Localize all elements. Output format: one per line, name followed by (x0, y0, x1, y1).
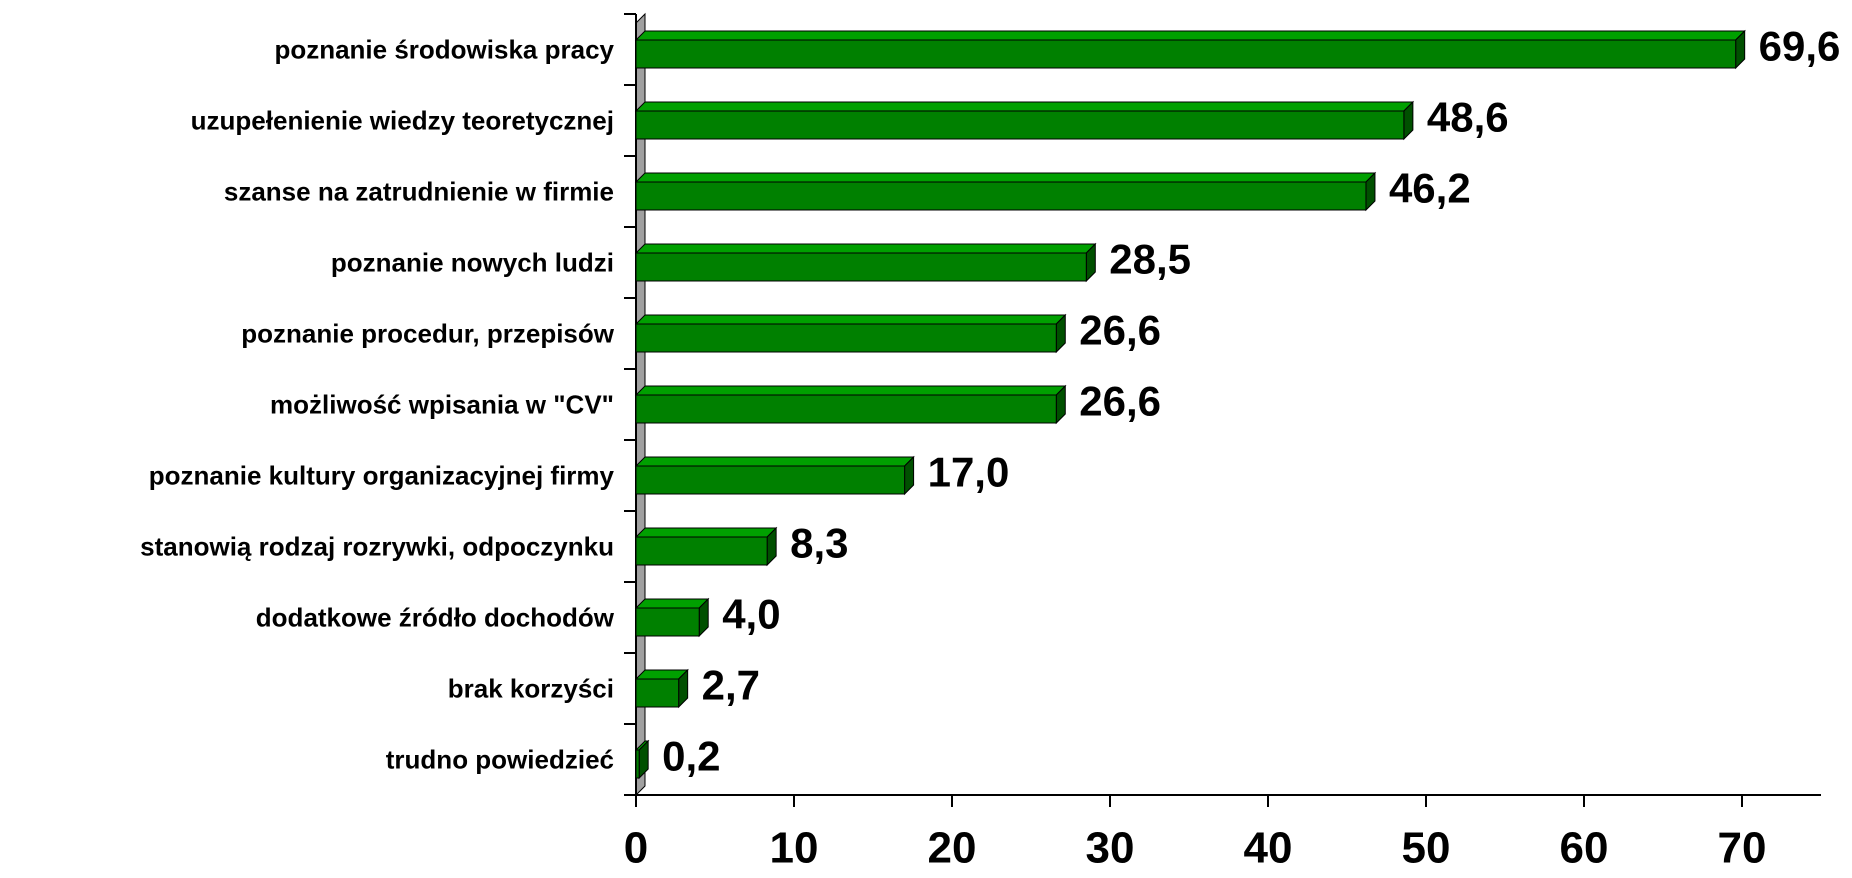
value-label: 46,2 (1389, 165, 1471, 212)
bar-top (634, 101, 1415, 112)
bar-top (634, 385, 1067, 396)
x-tick-label: 70 (1718, 824, 1767, 873)
bar-top (634, 172, 1377, 183)
value-label: 28,5 (1109, 236, 1191, 283)
x-tick-label: 60 (1560, 824, 1609, 873)
y-tick-label: poznanie kultury organizacyjnej firmy (149, 460, 615, 490)
bar (635, 749, 640, 779)
bar (635, 536, 768, 566)
y-tick-label: brak korzyści (448, 673, 614, 703)
y-tick-label: szanse na zatrudnienie w firmie (224, 176, 614, 206)
bar (635, 394, 1057, 424)
y-tick-label: poznanie nowych ludzi (331, 247, 614, 277)
x-tick-label: 50 (1402, 824, 1451, 873)
value-label: 2,7 (702, 662, 760, 709)
bar-top (634, 527, 778, 538)
value-label: 26,6 (1079, 307, 1161, 354)
bar (635, 181, 1367, 211)
value-label: 8,3 (790, 520, 848, 567)
bar-top (634, 314, 1067, 325)
bar (635, 465, 906, 495)
y-tick-label: poznanie procedur, przepisów (241, 318, 614, 348)
y-tick-label: uzupełenienie wiedzy teoretycznej (191, 105, 614, 135)
value-label: 4,0 (722, 591, 780, 638)
value-label: 17,0 (928, 449, 1010, 496)
bar-top (634, 243, 1097, 254)
value-label: 26,6 (1079, 378, 1161, 425)
bar (635, 678, 680, 708)
bar (635, 252, 1087, 282)
bar-top (634, 598, 710, 609)
x-tick-label: 30 (1086, 824, 1135, 873)
y-tick-label: możliwość wpisania w "CV" (270, 389, 614, 419)
y-tick-label: poznanie środowiska pracy (274, 34, 614, 64)
bar-top (634, 456, 915, 467)
x-tick-label: 20 (928, 824, 977, 873)
y-tick-label: dodatkowe źródło dochodów (256, 602, 615, 632)
value-label: 69,6 (1759, 23, 1841, 70)
bar-top (634, 30, 1746, 41)
y-tick-label: stanowią rodzaj rozrywki, odpoczynku (140, 531, 614, 561)
x-tick-label: 0 (624, 824, 648, 873)
bar (635, 39, 1737, 69)
value-label: 48,6 (1427, 94, 1509, 141)
value-label: 0,2 (662, 733, 720, 780)
bar (635, 607, 700, 637)
bar (635, 110, 1405, 140)
x-tick-label: 10 (770, 824, 819, 873)
y-tick-label: trudno powiedzieć (386, 744, 614, 774)
x-tick-label: 40 (1244, 824, 1293, 873)
bar (635, 323, 1057, 353)
